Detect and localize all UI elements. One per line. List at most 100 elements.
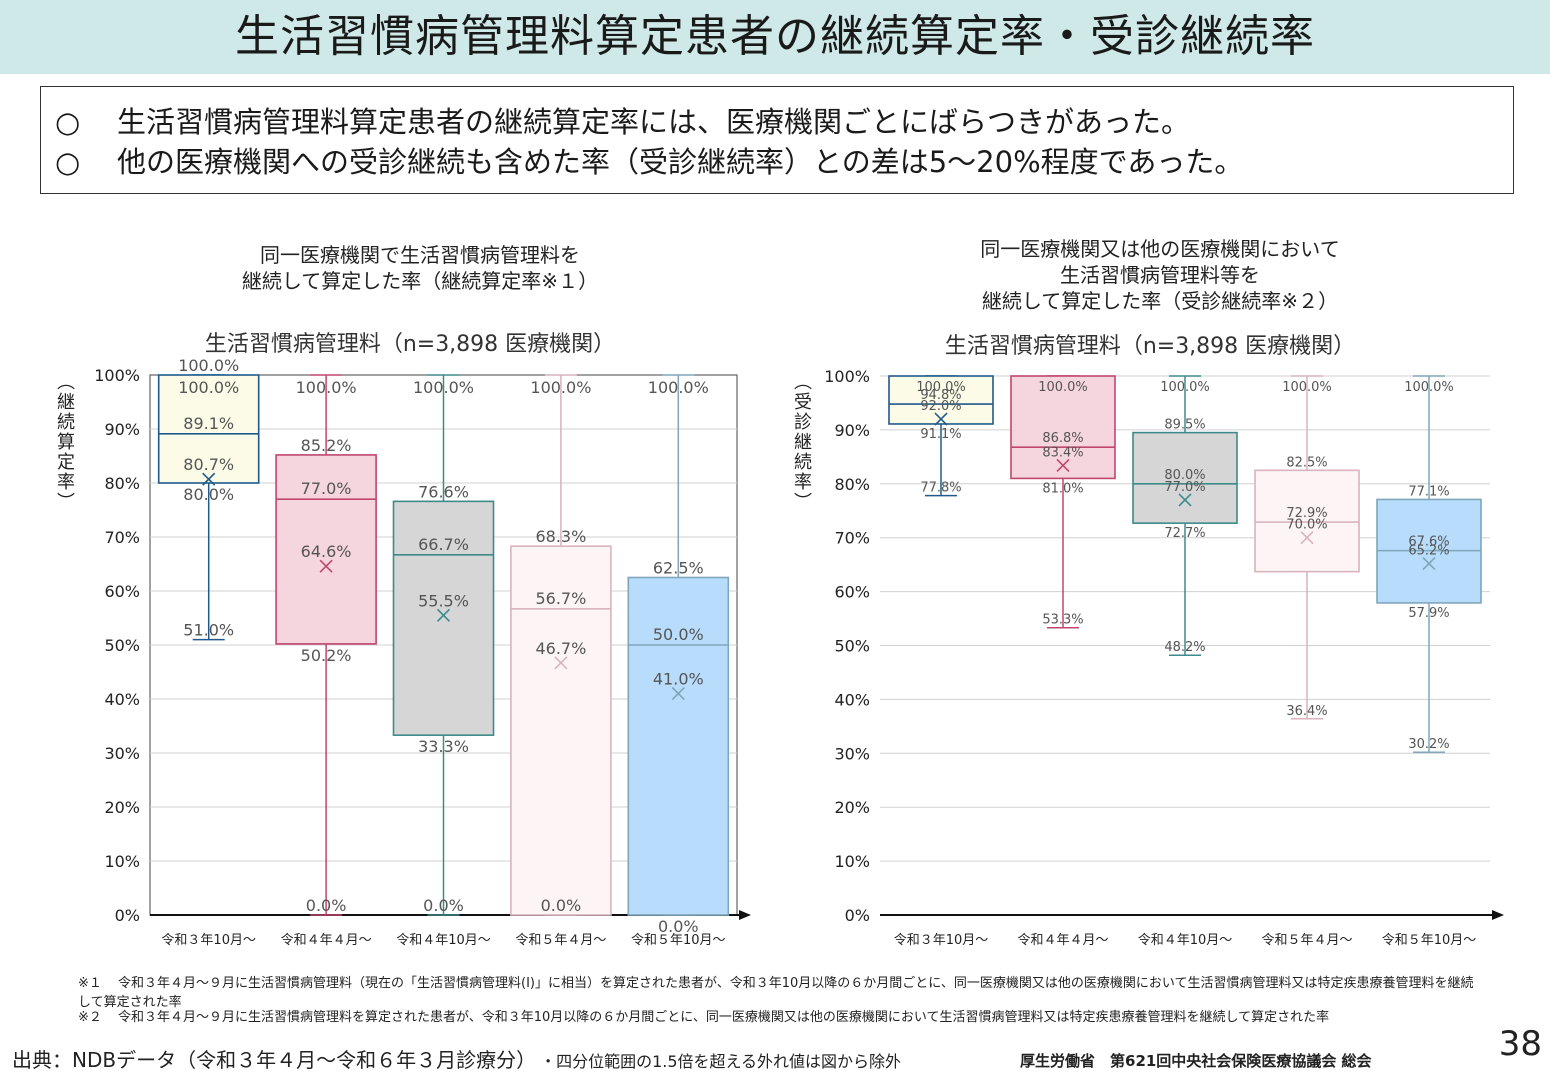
category-label: 令和５年４月～ [515, 933, 606, 948]
right-chart-heading: 同一医療機関又は他の医療機関において 生活習慣病管理料等を 継続して算定した率（… [880, 236, 1440, 314]
box-iqr [275, 454, 377, 645]
value-label-min: 53.3% [1042, 613, 1083, 628]
value-label-mean: 70.0% [1286, 518, 1327, 533]
chart0-y-tick-label: 70% [104, 528, 140, 547]
box-mean-marker [436, 608, 451, 622]
value-label-median: 50.0% [653, 625, 704, 644]
chart1-y-tick-label: 100% [824, 367, 870, 386]
value-label-q1: 57.9% [1408, 606, 1449, 621]
box-mean-marker [671, 687, 685, 701]
value-label-min: 48.2% [1164, 640, 1205, 655]
chart0-y-tick-label: 10% [104, 852, 140, 871]
footnote-1-text: 令和３年４月～９月に生活習慣病管理料（現在の「生活習慣病管理料(Ⅰ)」に相当）を… [78, 976, 1474, 1010]
chart1-x-axis-arrow [1492, 910, 1504, 920]
value-label-median: 77.0% [301, 479, 352, 498]
summary-line-1: ○ 生活習慣病管理料算定患者の継続算定率には、医療機関ごとにばらつきがあった。 [55, 99, 1190, 141]
summary-text-1: 生活習慣病管理料算定患者の継続算定率には、医療機関ごとにばらつきがあった。 [117, 105, 1191, 139]
chart0-y-tick-label: 40% [104, 690, 140, 709]
box-mean-marker [934, 412, 948, 426]
value-label-max: 100.0% [1038, 380, 1088, 395]
footnote-2: ※２ 令和３年４月～９月に生活習慣病管理料を算定された患者が、令和３年10月以降の… [78, 1006, 1478, 1025]
box-mean-marker [319, 559, 333, 573]
value-label-mean: 55.5% [418, 591, 469, 610]
category-label: 令和４年10月～ [1138, 933, 1233, 948]
box-iqr [157, 374, 260, 484]
value-label-min: 51.0% [183, 621, 234, 640]
value-label-q1: 72.7% [1164, 526, 1205, 541]
box-iqr [510, 545, 612, 916]
box-iqr [392, 500, 495, 736]
value-label-max: 100.0% [1160, 380, 1210, 395]
title-bar: 生活習慣病管理料算定患者の継続算定率・受診継続率 [0, 0, 1550, 74]
category-label: 令和４年４月～ [281, 933, 372, 948]
value-label-min: 0.0% [306, 896, 347, 915]
summary-line-2: ○ 他の医療機関への受診継続も含めた率（受診継続率）との差は5～20%程度であった… [55, 139, 1243, 181]
box-mean-marker [554, 656, 568, 670]
value-label-median: 72.9% [1286, 506, 1327, 521]
chart0-y-tick-label: 100% [94, 366, 140, 385]
value-label-max: 100.0% [296, 378, 357, 397]
box-mean-marker [1056, 458, 1070, 473]
footnote-2-text: 令和３年４月～９月に生活習慣病管理料を算定された患者が、令和３年10月以降の６か… [118, 1010, 1330, 1025]
value-label-median: 66.7% [418, 535, 469, 554]
chart0-y-tick-label: 80% [104, 474, 140, 493]
chart1-y-tick-label: 50% [834, 637, 870, 656]
chart0-x-axis-arrow [739, 910, 751, 920]
value-label-mean: 77.0% [1164, 480, 1205, 495]
category-label: 令和５年10月～ [1382, 933, 1477, 948]
summary-bullet-2: ○ [55, 145, 81, 179]
value-label-max: 100.0% [530, 378, 591, 397]
value-label-q1: 0.0% [658, 917, 699, 936]
left-chart-heading: 同一医療機関で生活習慣病管理料を 継続して算定した率（継続算定率※１） [150, 242, 690, 294]
category-label: 令和４年４月～ [1017, 933, 1108, 948]
value-label-q3: 76.6% [418, 482, 469, 501]
chart0-y-tick-label: 60% [104, 582, 140, 601]
value-label-max: 100.0% [648, 378, 709, 397]
page-number: 38 [1498, 1024, 1542, 1064]
value-label-q3: 89.5% [1164, 418, 1205, 433]
value-label-q3: 82.5% [1286, 455, 1327, 470]
value-label-q1: 91.1% [920, 427, 961, 442]
value-label-median: 56.7% [535, 589, 586, 608]
value-label-median: 86.8% [1042, 431, 1083, 446]
left-y-axis-label: （継続算定率） [54, 372, 75, 512]
summary-box: ○ 生活習慣病管理料算定患者の継続算定率には、医療機関ごとにばらつきがあった。 ○… [40, 86, 1514, 194]
value-label-max: 100.0% [1404, 380, 1454, 395]
box-iqr [1010, 375, 1116, 480]
value-label-q3: 77.1% [1408, 484, 1449, 499]
right-heading-line-2: 生活習慣病管理料等を [1060, 263, 1260, 287]
right-chart-title: 生活習慣病管理料（n=3,898 医療機関） [944, 334, 1356, 359]
category-label: 令和５年10月～ [631, 933, 726, 948]
left-heading-line-1: 同一医療機関で生活習慣病管理料を [260, 243, 580, 267]
value-label-median: 80.0% [1164, 468, 1205, 483]
value-label-q1: 80.0% [183, 485, 234, 504]
category-label: 令和３年10月～ [161, 933, 256, 948]
value-label-max: 100.0% [916, 380, 966, 395]
footnote-1: ※１ 令和３年４月～９月に生活習慣病管理料（現在の「生活習慣病管理料(Ⅰ)」に相当… [78, 972, 1478, 1010]
exclusion-note: ・四分位範囲の1.5倍を超える外れ値は図から除外 [540, 1052, 902, 1071]
value-label-median: 67.6% [1408, 535, 1449, 550]
value-label-max: 100.0% [178, 378, 239, 397]
source-line: 出典：NDBデータ（令和３年４月～令和６年３月診療分） ・四分位範囲の1.5倍を超… [12, 1044, 901, 1073]
page-title: 生活習慣病管理料算定患者の継続算定率・受診継続率 [235, 11, 1315, 62]
value-label-max: 100.0% [1282, 380, 1332, 395]
value-label-q3: 62.5% [653, 559, 704, 578]
footnote-1-mark: ※１ [78, 976, 102, 991]
chart0-y-tick-label: 90% [104, 420, 140, 439]
footnote-2-mark: ※２ [78, 1010, 102, 1025]
box-mean-marker [1422, 557, 1436, 571]
value-label-min: 0.0% [541, 896, 582, 915]
chart1-y-tick-label: 10% [834, 852, 870, 871]
chart0-y-tick-label: 30% [104, 744, 140, 763]
value-label-q1: 33.3% [418, 737, 469, 756]
value-label-min: 0.0% [423, 896, 464, 915]
value-label-q3: 85.2% [301, 436, 352, 455]
value-label-mean: 46.7% [535, 639, 586, 658]
box-iqr [627, 576, 730, 916]
box-iqr [1254, 469, 1360, 573]
right-heading-line-1: 同一医療機関又は他の医療機関において [980, 237, 1340, 261]
right-y-axis-label: （受診継続率） [791, 372, 812, 512]
value-label-min: 36.4% [1286, 704, 1327, 719]
value-label-mean: 92.0% [920, 399, 961, 414]
